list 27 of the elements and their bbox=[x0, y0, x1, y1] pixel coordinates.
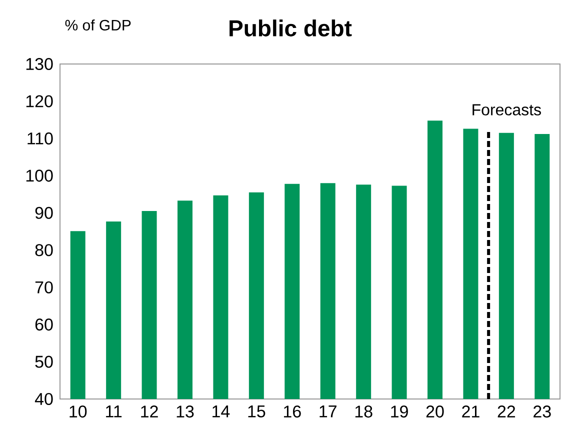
x-tick-label: 17 bbox=[320, 406, 336, 418]
y-tick-label: 40 bbox=[34, 392, 53, 406]
x-tick-label: 13 bbox=[176, 406, 194, 418]
x-tick-label: 18 bbox=[355, 406, 372, 418]
x-tick-label: 21 bbox=[462, 406, 480, 418]
x-tick-label: 11 bbox=[106, 406, 122, 418]
x-tick-label: 14 bbox=[212, 406, 230, 418]
y-tick-label: 100 bbox=[26, 170, 53, 182]
x-tick-label: 20 bbox=[426, 406, 444, 418]
y-tick-label: 60 bbox=[35, 318, 53, 331]
x-tick-label: 22 bbox=[498, 406, 516, 418]
y-tick-label: 90 bbox=[35, 206, 53, 219]
x-tick-label: 23 bbox=[534, 406, 551, 418]
y-tick-label: 130 bbox=[26, 58, 53, 70]
x-tick-label: 16 bbox=[284, 406, 301, 418]
x-tick-label: 12 bbox=[141, 406, 158, 418]
annotation: Forecasts bbox=[472, 104, 541, 116]
x-tick-label: 19 bbox=[391, 406, 408, 418]
y-tick-label: 80 bbox=[35, 244, 53, 256]
y-tick-label: 110 bbox=[28, 132, 53, 144]
y-tick-label: 70 bbox=[35, 281, 53, 294]
x-tick-label: 15 bbox=[248, 406, 266, 418]
y-tick-label: 50 bbox=[35, 356, 53, 368]
y-tick-label: 120 bbox=[26, 95, 53, 108]
chart-title: Public debt bbox=[230, 20, 352, 36]
y-axis-title: % of GDP bbox=[65, 19, 131, 30]
x-tick-label: 10 bbox=[70, 406, 87, 418]
